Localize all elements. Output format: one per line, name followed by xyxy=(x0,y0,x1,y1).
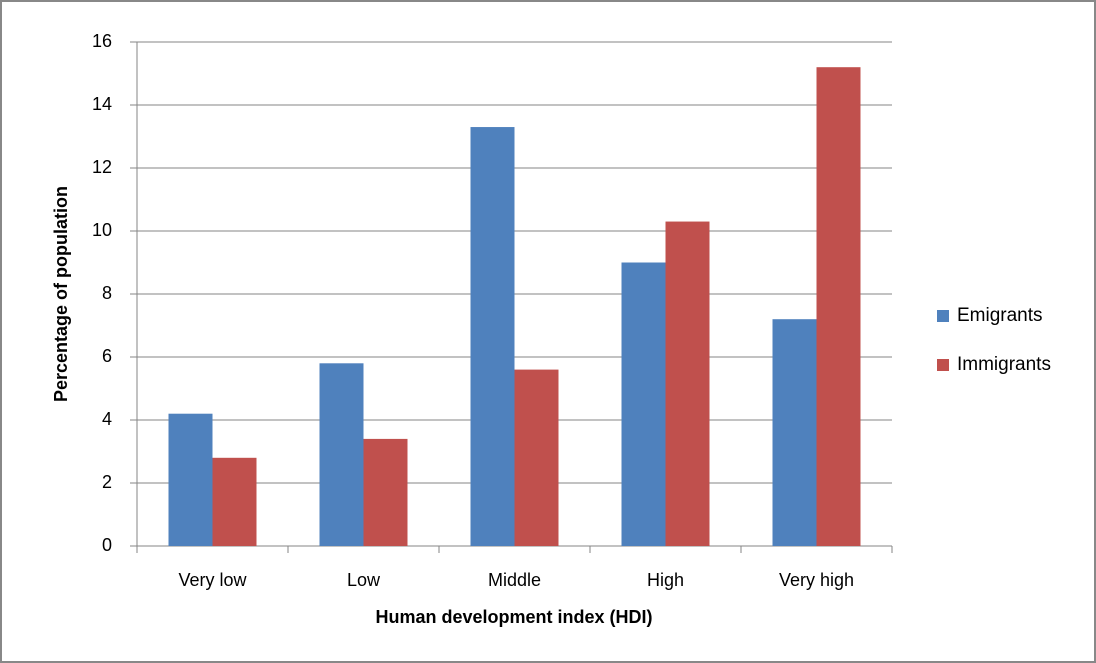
y-tick-label: 6 xyxy=(102,346,112,366)
y-tick-label: 10 xyxy=(92,220,112,240)
legend-swatch xyxy=(937,359,949,371)
x-tick-label: High xyxy=(647,570,684,590)
bar xyxy=(363,438,408,546)
y-axis-title: Percentage of population xyxy=(51,186,71,402)
bar xyxy=(168,413,213,546)
y-tick-label: 2 xyxy=(102,472,112,492)
legend-swatch xyxy=(937,310,949,322)
x-tick-label: Very low xyxy=(178,570,247,590)
legend-label: Emigrants xyxy=(957,305,1043,326)
x-axis-title: Human development index (HDI) xyxy=(375,607,652,627)
legend-label: Immigrants xyxy=(957,354,1051,375)
y-tick-label: 16 xyxy=(92,31,112,51)
x-tick-label: Middle xyxy=(488,570,541,590)
x-tick-label: Low xyxy=(347,570,381,590)
bar xyxy=(470,127,515,547)
bar xyxy=(319,363,364,546)
y-tick-label: 0 xyxy=(102,535,112,555)
x-tick-label: Very high xyxy=(779,570,854,590)
bar xyxy=(816,67,861,546)
y-tick-label: 14 xyxy=(92,94,112,114)
bar xyxy=(212,457,257,546)
y-tick-label: 12 xyxy=(92,157,112,177)
y-tick-label: 8 xyxy=(102,283,112,303)
y-tick-label: 4 xyxy=(102,409,112,429)
bar xyxy=(621,262,666,546)
bar xyxy=(772,319,817,546)
bar xyxy=(514,369,559,546)
bar xyxy=(665,221,710,547)
